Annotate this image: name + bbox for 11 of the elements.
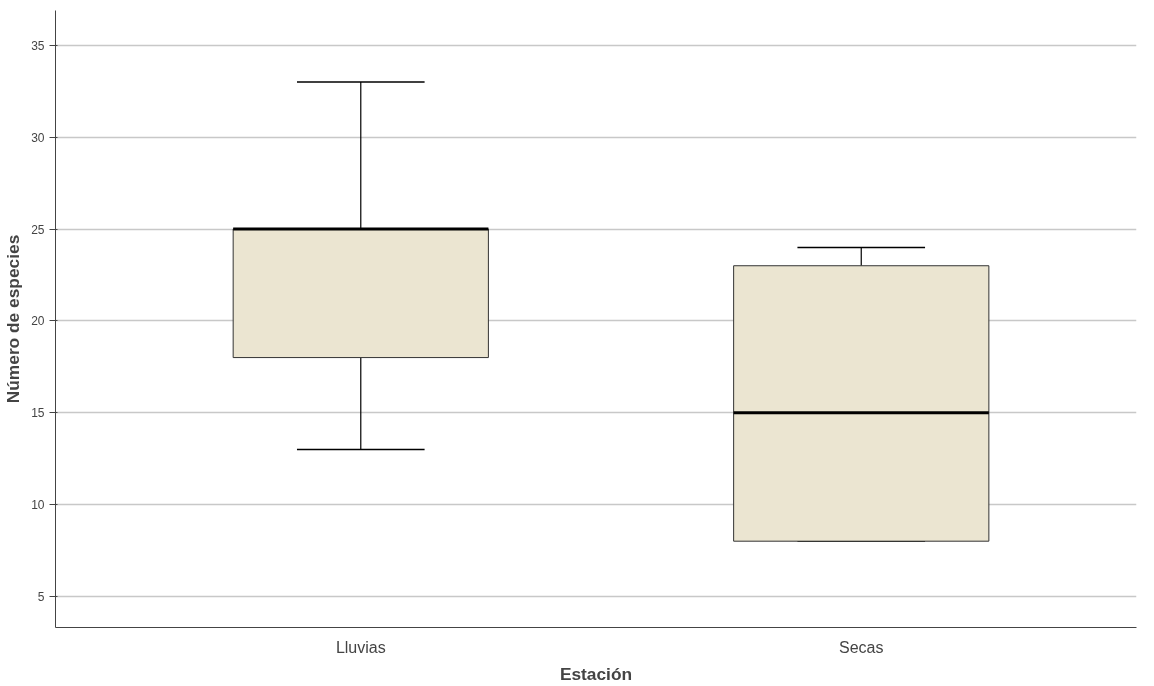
y-tick-label: 30 [31,130,45,145]
y-tick-label: 20 [31,314,45,329]
y-axis-title: Número de especies [3,234,24,404]
x-tick-label: Secas [839,638,884,656]
x-axis-title: Estación [559,663,633,684]
x-tick-label: Lluvias [335,638,386,656]
y-tick-label: 15 [31,406,45,421]
y-tick-label: 35 [31,38,45,53]
y-tick-label: 25 [31,222,45,237]
y-tick-label: 5 [37,589,45,604]
y-tick-label: 10 [31,497,45,512]
